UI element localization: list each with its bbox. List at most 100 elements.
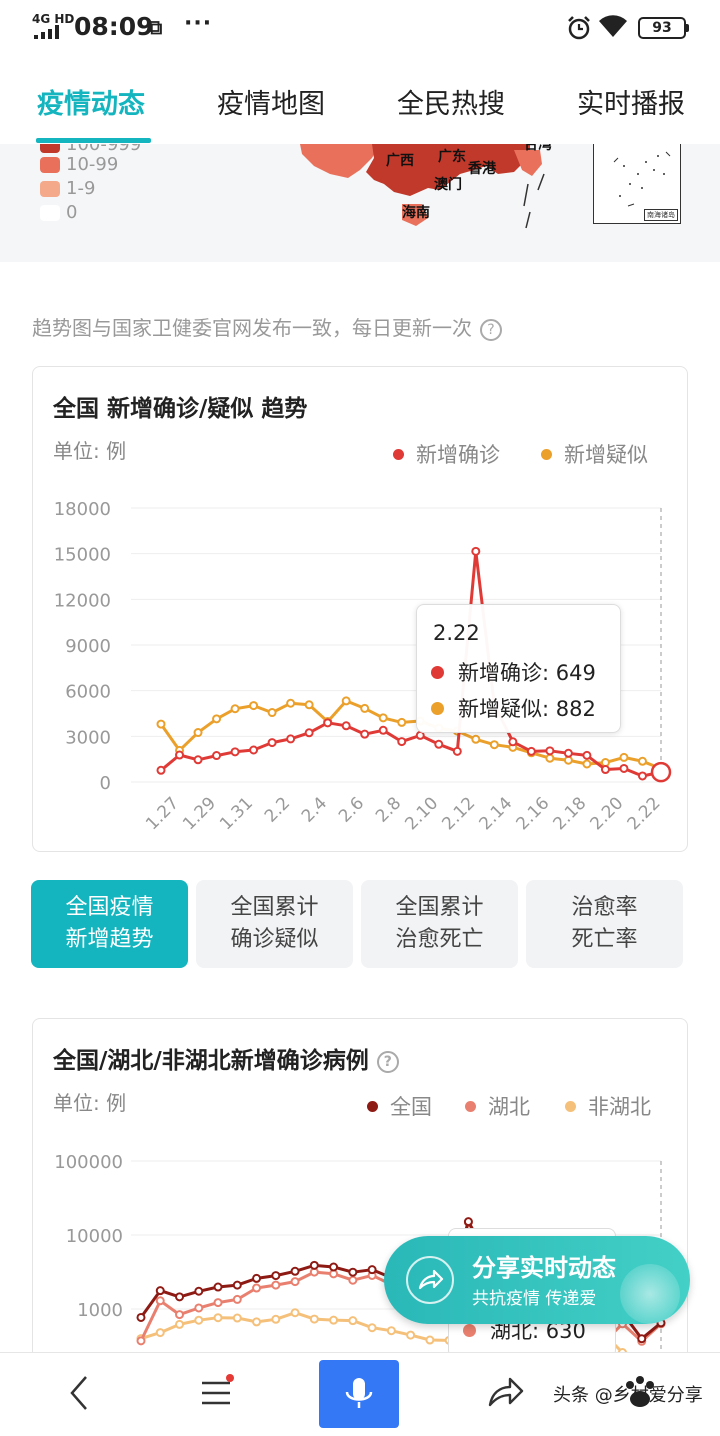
data-point — [193, 728, 203, 738]
x-tick-label: 2.12 — [438, 793, 479, 834]
data-point — [156, 765, 166, 775]
tab-epidemic-dynamics[interactable]: 疫情动态 — [37, 89, 145, 120]
legend-item-hubei[interactable]: 湖北 — [465, 1091, 530, 1121]
legend-swatch — [40, 144, 60, 153]
data-point — [213, 1313, 223, 1323]
y-tick-label: 100000 — [54, 1152, 123, 1173]
help-icon[interactable]: ? — [480, 318, 502, 341]
legend-item-suspected[interactable]: 新增疑似 — [541, 439, 648, 469]
x-tick-label: 1.27 — [142, 793, 183, 834]
data-point — [232, 1280, 242, 1290]
data-point — [406, 1330, 416, 1340]
data-point — [378, 725, 388, 735]
tooltip-row-suspected: 新增疑似: 882 — [431, 693, 596, 723]
x-tick-label: 1.29 — [179, 793, 220, 834]
series-line — [140, 1311, 626, 1358]
map-legend-item: 10-99 — [40, 154, 118, 175]
trend-line-chart[interactable]: 0 3000 6000 9000 12000 15000 18000 1.271.291.31… — [33, 367, 689, 853]
data-point — [290, 1308, 300, 1318]
data-point — [194, 1286, 204, 1296]
btn-national-new-trend[interactable]: 全国疫情 新增趋势 — [31, 880, 188, 968]
legend-item-confirmed[interactable]: 新增确诊 — [393, 439, 500, 469]
epidemic-map[interactable]: 100-999 10-99 1-9 0 广西 广东 香港 澳门 海南 台湾 南海… — [0, 144, 720, 262]
data-point — [136, 1312, 146, 1322]
legend-label: 新增疑似 — [564, 443, 648, 467]
data-point — [155, 1296, 165, 1306]
chart-title-text: 全国/湖北/非湖北新增确诊病例 — [53, 1048, 369, 1074]
menu-icon[interactable] — [198, 1373, 238, 1413]
islands-dots-icon — [613, 151, 671, 207]
btn-cumulative-confirmed-suspected[interactable]: 全国累计 确诊疑似 — [196, 880, 353, 968]
data-point — [329, 1315, 339, 1325]
map-label-hainan: 海南 — [402, 205, 430, 221]
bottom-nav-bar: 头条 @乡村爱分享 — [0, 1352, 720, 1436]
data-point — [452, 746, 462, 756]
data-point — [213, 1282, 223, 1292]
legend-swatch — [40, 180, 60, 197]
legend-swatch — [40, 156, 60, 173]
data-point — [213, 1298, 223, 1308]
data-point — [341, 696, 351, 706]
data-point — [212, 751, 222, 761]
y-tick-label: 18000 — [54, 499, 111, 520]
paw-icon[interactable] — [620, 1373, 660, 1413]
map-label-guangxi: 广西 — [386, 153, 414, 169]
legend-label: 全国 — [390, 1095, 432, 1119]
data-point — [323, 718, 333, 728]
map-label-taiwan: 台湾 — [524, 144, 552, 153]
data-point — [378, 713, 388, 723]
x-tick-label: 2.20 — [587, 793, 628, 834]
voice-search-button[interactable] — [319, 1360, 399, 1428]
alarm-icon — [568, 16, 590, 40]
data-point — [304, 728, 314, 738]
data-point — [286, 734, 296, 744]
tab-epidemic-map[interactable]: 疫情地图 — [217, 89, 325, 120]
share-live-dynamics-button[interactable]: 分享实时动态 共抗疫情 传递爱 — [384, 1236, 690, 1324]
data-point — [230, 704, 240, 714]
data-point — [309, 1260, 319, 1270]
help-icon[interactable]: ? — [376, 1050, 399, 1073]
tooltip-row-confirmed: 新增确诊: 649 — [431, 657, 596, 687]
data-point — [271, 1271, 281, 1281]
data-point — [434, 739, 444, 749]
x-tick-label: 2.18 — [550, 793, 591, 834]
more-notifications-icon: ··· — [184, 11, 213, 36]
y-tick-label: 6000 — [65, 682, 111, 703]
x-tick-label: 2.2 — [261, 793, 294, 826]
data-point — [271, 1314, 281, 1324]
clock: 08:09 — [74, 12, 154, 41]
data-point — [600, 758, 610, 768]
data-point — [348, 1316, 358, 1326]
top-tab-bar: 疫情动态 疫情地图 全民热搜 实时播报 — [0, 60, 720, 144]
tab-live-broadcast[interactable]: 实时播报 — [577, 89, 685, 120]
app-notification-icon: ⧉ — [148, 15, 163, 39]
btn-cure-death-rate[interactable]: 治愈率 死亡率 — [526, 880, 683, 968]
legend-dot — [541, 448, 552, 460]
map-legend-item: 1-9 — [40, 178, 95, 199]
data-point — [249, 745, 259, 755]
share-arrow-icon[interactable] — [486, 1373, 526, 1413]
legend-item-national[interactable]: 全国 — [367, 1091, 432, 1121]
legend-label: 非湖北 — [588, 1095, 651, 1119]
chart-unit: 单位: 例 — [53, 1091, 127, 1115]
tab-trending-searches[interactable]: 全民热搜 — [397, 89, 505, 120]
legend-label: 100-999 — [66, 144, 142, 155]
data-point — [582, 759, 592, 769]
status-bar: 4G HD 08:09 ⧉ ··· 93 — [0, 0, 720, 56]
btn-cumulative-cured-dead[interactable]: 全国累计 治愈死亡 — [361, 880, 518, 968]
data-point — [290, 1277, 300, 1287]
data-point — [386, 1326, 396, 1336]
btn-line1: 全国累计 — [395, 895, 484, 920]
btn-line1: 全国累计 — [230, 895, 319, 920]
series-line — [159, 699, 662, 770]
x-tick-label: 2.14 — [475, 793, 516, 834]
legend-item-non-hubei[interactable]: 非湖北 — [565, 1091, 651, 1121]
back-icon[interactable] — [64, 1373, 94, 1413]
microphone-icon — [345, 1378, 373, 1408]
data-point — [212, 714, 222, 724]
x-tick-label: 2.4 — [298, 793, 331, 826]
x-tick-label: 1.31 — [216, 793, 257, 834]
legend-label: 10-99 — [66, 154, 119, 175]
signal-icon — [34, 25, 59, 39]
data-point — [252, 1273, 262, 1283]
